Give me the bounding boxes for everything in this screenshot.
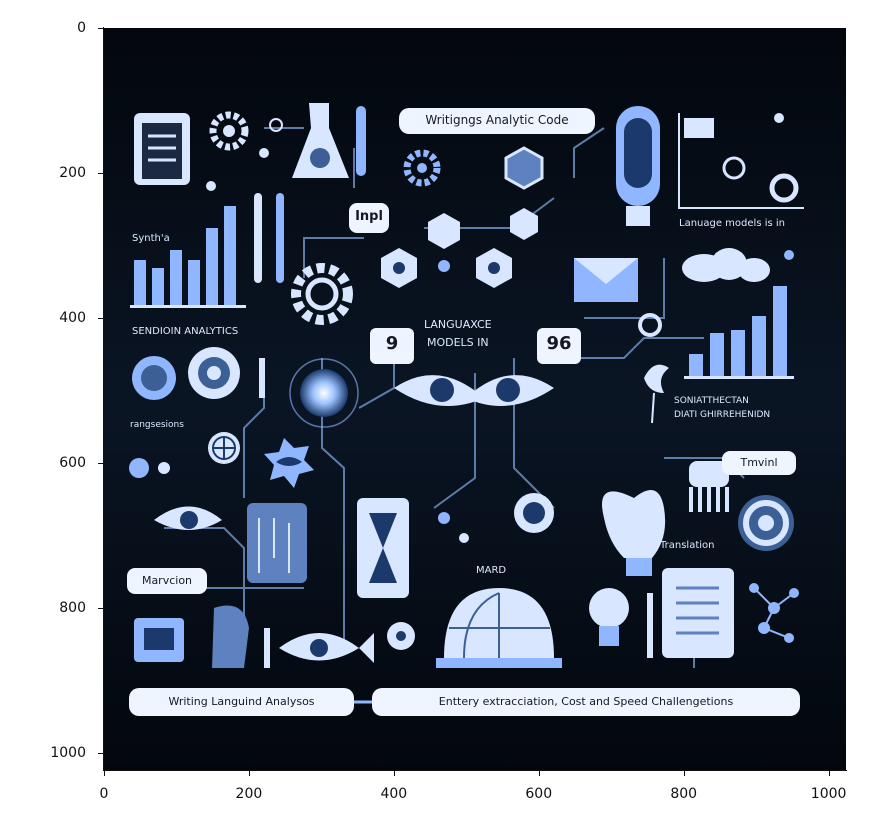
x-tick-label: 1000 xyxy=(810,786,847,802)
infographic-artwork xyxy=(104,28,846,770)
y-tick-mark xyxy=(98,317,103,319)
x-tick-mark xyxy=(828,771,830,776)
y-axis-line xyxy=(103,27,104,771)
badge-right: 96 xyxy=(546,333,572,354)
y-tick-label: 200 xyxy=(59,164,86,181)
x-axis-line xyxy=(103,770,847,771)
generated-image: Writigngs Analytic Code Inpl Lanuage mod… xyxy=(104,28,846,770)
y-tick-label: 1000 xyxy=(50,744,86,761)
y-tick-mark xyxy=(98,752,103,754)
y-tick-label: 800 xyxy=(59,599,86,616)
synth-label: Synth'a xyxy=(132,233,170,244)
x-tick-label: 0 xyxy=(99,786,109,802)
x-tick-mark xyxy=(393,771,395,776)
rangsessions-label: rangsesions xyxy=(130,420,184,430)
language-models-center-label: LANGUAXCE MODELS IN xyxy=(424,318,492,349)
marvcion-label: Marvcion xyxy=(141,574,193,587)
writing-language-label: Writing Languind Analysos xyxy=(168,695,315,708)
x-tick-label: 800 xyxy=(670,786,698,802)
tmvinl-label: Tmvinl xyxy=(740,456,778,469)
inpl-label: Inpl xyxy=(355,209,383,224)
y-tick-mark xyxy=(98,28,103,29)
language-models-top-label: Lanuage models is in xyxy=(679,218,785,229)
mard-label: MARD xyxy=(476,565,507,576)
x-tick-mark xyxy=(683,771,685,776)
y-tick-mark xyxy=(98,607,103,609)
x-tick-mark xyxy=(538,771,540,776)
x-tick-label: 200 xyxy=(235,786,263,802)
badge-left: 9 xyxy=(385,333,399,354)
x-tick-label: 600 xyxy=(525,786,553,802)
x-tick-mark xyxy=(248,771,250,776)
entity-extraction-label: Enttery extracciation, Cost and Speed Ch… xyxy=(438,695,734,708)
translation-label: Translation xyxy=(660,540,715,551)
y-tick-mark xyxy=(98,172,103,174)
x-tick-mark xyxy=(104,771,105,776)
writing-code-label: Writigngs Analytic Code xyxy=(425,113,569,127)
y-tick-label: 0 xyxy=(77,20,86,36)
x-tick-label: 400 xyxy=(380,786,408,802)
y-tick-label: 400 xyxy=(59,309,86,326)
y-tick-mark xyxy=(98,462,103,464)
sentiment-label: SENDIOIN ANALYTICS xyxy=(132,326,239,337)
data-comprehension-label: SONIATTHECTAN DIATI GHIRREHENIDN xyxy=(674,396,771,420)
y-tick-label: 600 xyxy=(59,454,86,471)
